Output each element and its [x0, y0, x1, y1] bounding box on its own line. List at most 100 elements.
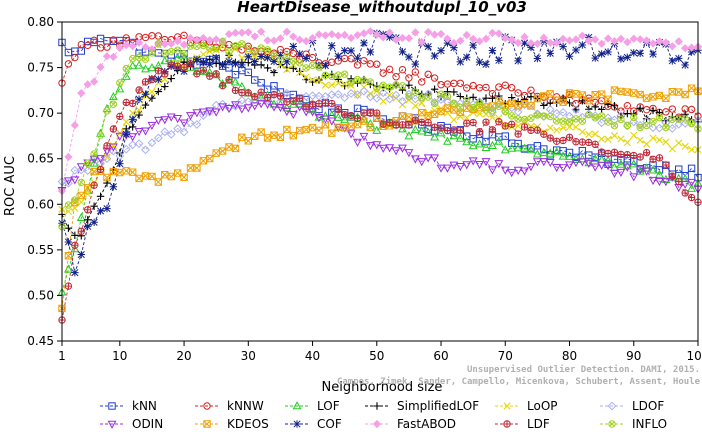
data-point-loop	[559, 124, 567, 132]
data-point-lof	[147, 63, 157, 72]
data-point-loop	[636, 136, 644, 144]
x-tick-label: 20	[176, 349, 191, 363]
data-point-ldf	[597, 148, 606, 156]
data-point-odin	[584, 159, 594, 168]
data-point-kdeos	[263, 134, 272, 142]
data-point-fastabod	[83, 80, 92, 89]
data-point-inflo	[385, 83, 394, 91]
data-point-loop	[366, 90, 374, 98]
data-point-cof	[334, 52, 342, 60]
data-point-odin	[346, 130, 356, 139]
data-point-odin	[275, 103, 285, 113]
data-point-ldf	[206, 72, 214, 80]
data-point-cof	[109, 182, 118, 191]
data-point-simplifiedlof	[334, 75, 342, 84]
data-point-fastabod	[192, 36, 202, 45]
data-point-fastabod	[89, 77, 99, 86]
data-point-kdeos	[424, 111, 432, 120]
data-point-inflo	[373, 84, 381, 92]
data-point-fastabod	[173, 37, 182, 46]
data-point-cof	[630, 49, 638, 57]
data-point-knnw	[411, 68, 420, 76]
legend-marker	[503, 420, 511, 428]
data-point-fastabod	[167, 39, 176, 48]
legend-marker	[108, 402, 116, 410]
data-point-ldof	[661, 118, 671, 128]
data-point-cof	[270, 57, 278, 66]
data-point-odin	[269, 103, 279, 112]
data-point-kdeos	[199, 157, 208, 165]
data-point-kdeos	[186, 164, 195, 172]
data-point-inflo	[469, 104, 477, 112]
data-point-knn	[257, 79, 265, 87]
data-point-knnw	[456, 79, 465, 87]
data-point-odin	[680, 180, 690, 189]
data-point-odin	[507, 169, 517, 178]
data-point-ldof	[391, 90, 401, 100]
data-point-fastabod	[533, 39, 542, 48]
data-point-fastabod	[436, 29, 446, 39]
data-point-knn	[540, 145, 548, 153]
data-point-inflo	[302, 64, 310, 72]
legend-item-ldf: LDF	[495, 417, 550, 431]
data-point-knnw	[482, 83, 490, 92]
data-point-lof	[558, 151, 568, 160]
data-point-lof	[622, 161, 632, 170]
data-point-knnw	[90, 36, 98, 45]
data-point-inflo	[456, 103, 465, 112]
data-point-ldf	[71, 241, 79, 249]
data-point-ldf	[276, 92, 285, 100]
data-point-simplifiedlof	[71, 231, 79, 239]
data-point-ldof	[282, 88, 292, 98]
data-point-fastabod	[597, 39, 606, 48]
legend-marker	[203, 402, 211, 410]
data-point-inflo	[405, 92, 413, 101]
data-point-odin	[231, 101, 240, 110]
data-point-ldf	[315, 100, 323, 108]
data-point-kdeos	[135, 174, 143, 183]
data-point-kdeos	[546, 90, 554, 98]
data-point-ldf	[546, 134, 554, 142]
data-point-ldof	[314, 91, 324, 101]
y-tick-label: 0.80	[27, 15, 54, 29]
data-point-inflo	[141, 55, 150, 63]
data-point-inflo	[578, 117, 587, 125]
data-point-knnw	[71, 53, 79, 62]
data-point-kdeos	[116, 168, 124, 177]
data-point-odin	[603, 162, 613, 171]
data-point-lof	[487, 140, 497, 149]
data-point-cof	[328, 41, 336, 50]
data-point-loop	[662, 138, 670, 146]
data-point-lof	[443, 136, 452, 145]
data-point-ldf	[662, 161, 670, 169]
data-point-kdeos	[212, 149, 220, 157]
data-point-odin	[500, 166, 510, 175]
data-point-simplifiedlof	[604, 100, 612, 109]
y-axis: 0.45 0.50 0.55 0.60 0.65 0.70 0.75 0.80	[27, 15, 62, 348]
data-point-inflo	[527, 114, 535, 122]
data-point-ldf	[507, 120, 516, 128]
data-point-ldf	[482, 118, 490, 126]
data-point-ldof	[385, 94, 395, 104]
data-point-odin	[391, 147, 401, 156]
data-point-ldf	[238, 89, 246, 97]
data-point-odin	[622, 163, 632, 172]
data-point-simplifiedlof	[540, 101, 548, 110]
data-point-cof	[193, 55, 201, 64]
data-point-kdeos	[437, 107, 445, 116]
data-point-fastabod	[115, 43, 124, 53]
data-point-fastabod	[179, 40, 189, 49]
x-tick-label: 70	[498, 349, 513, 363]
data-point-inflo	[225, 48, 233, 56]
data-point-ldof	[520, 100, 529, 110]
series-line-knnw	[61, 34, 699, 118]
data-point-knnw	[244, 42, 253, 51]
data-point-inflo	[90, 150, 98, 158]
data-point-ldf	[552, 137, 561, 145]
data-point-simplifiedlof	[681, 110, 689, 118]
data-point-cof	[578, 41, 587, 49]
data-point-odin	[153, 116, 163, 125]
data-point-ldf	[687, 193, 696, 202]
data-point-lof	[520, 143, 529, 152]
series-markers	[57, 27, 702, 324]
